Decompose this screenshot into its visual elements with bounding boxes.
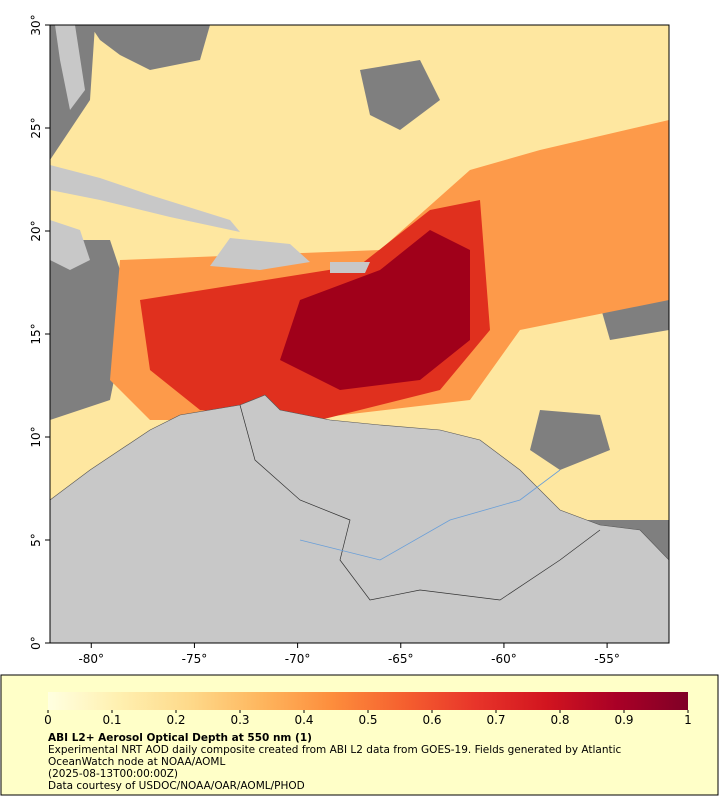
colorbar-tick-label: 0.6 [422,713,441,727]
no-data-patch [90,25,210,70]
no-data-patch [50,240,130,420]
caption-credit: Data courtesy of USDOC/NOAA/OAR/AOML/PHO… [48,780,305,792]
caption-description: Experimental NRT AOD daily composite cre… [48,744,622,768]
no-data-patch [530,410,610,470]
colorbar-tick-label: 0.9 [614,713,633,727]
no-data-patch [360,60,440,130]
caption-date: (2025-08-13T00:00:00Z) [48,768,178,780]
colorbar-tick-label: 0.7 [486,713,505,727]
colorbar-tick-label: 1 [684,713,692,727]
land [55,25,85,110]
y-tick-label: 15° [29,323,43,344]
colorbar-tick-label: 0.5 [358,713,377,727]
colorbar-tick-label: 0 [44,713,52,727]
land [210,238,310,270]
border [239,404,601,601]
haze-peak [280,230,470,390]
x-tick-label: -75° [182,652,208,666]
y-tick-label: 5° [29,533,43,547]
x-tick-label: -55° [594,652,620,666]
land [50,220,90,270]
colorbar-tick-label: 0.4 [294,713,313,727]
y-tick-label: 0° [29,636,43,650]
colorbar-tick-label: 0.1 [102,713,121,727]
colorbar-tick-label: 0.2 [166,713,185,727]
colorbar-tick-label: 0.8 [550,713,569,727]
caption: ABI L2+ Aerosol Optical Depth at 550 nm … [48,732,678,792]
y-tick-label: 30° [29,14,43,35]
land [50,165,240,232]
y-tick-label: 10° [29,426,43,447]
caption-title: ABI L2+ Aerosol Optical Depth at 550 nm … [48,732,312,744]
river [299,469,561,561]
y-tick-label: 25° [29,117,43,138]
colorbar-tick-label: 0.3 [230,713,249,727]
colorbar [48,692,688,710]
x-tick-label: -65° [388,652,414,666]
map-image [50,25,669,643]
land [50,394,669,643]
x-tick-label: -70° [285,652,311,666]
y-tick-label: 20° [29,220,43,241]
land [330,262,370,273]
x-tick-label: -80° [78,652,104,666]
x-tick-label: -60° [491,652,517,666]
